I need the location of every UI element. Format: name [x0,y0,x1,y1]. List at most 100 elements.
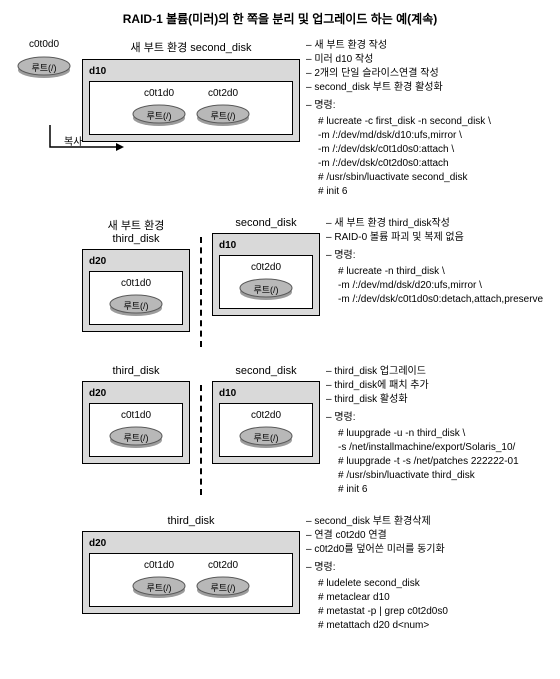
command-line: # /usr/sbin/luactivate third_disk [338,469,550,483]
bullet-item: third_disk 업그레이드 [326,365,550,379]
command-line: # lucreate -c first_disk -n second_disk … [318,115,550,129]
root-ellipse: 루트(/) [108,424,164,450]
boot-env: third_disk d20 c0t1d0 루트(/) c0t2d0 루트(/) [82,515,300,614]
bullet-list: third_disk 업그레이드third_disk에 패치 추가third_d… [326,365,550,407]
root-ellipse: 루트(/) [131,574,187,600]
disk-label: c0t2d0 [195,88,251,99]
split-divider-icon [200,237,202,347]
copy-label: 복사 [64,133,82,148]
disk-label: c0t1d0 [131,560,187,571]
source-root-label: 루트(/) [16,54,72,80]
command-line: # lucreate -n third_disk \ [338,265,550,279]
env-box: d10 c0t1d0 루트(/) c0t2d0 루트(/) [82,59,300,142]
root-label: 루트(/) [195,102,251,128]
section: third_disk d20 c0t1d0 루트(/) c0t2d0 루트(/) secon… [10,515,550,633]
command-list: # ludelete second_disk# metaclear d10# m… [318,577,550,633]
description-area: second_disk 부트 환경삭제연결 c0t2d0 연결c0t2d0를 덮… [300,515,550,633]
bullet-item: 미러 d10 작성 [306,53,550,67]
bullet-list: 새 부트 환경 작성미러 d10 작성2개의 단일 슬라이스연결 작성secon… [306,39,550,95]
diagram-area: third_diskd20c0t1d0루트(/)second_diskd10c0… [10,365,320,495]
command-label: 명령: [306,561,550,575]
env-wrap: 새 부트 환경 second_diskd10c0t1d0루트(/)c0t2d0루… [82,39,300,142]
inner-box: c0t1d0 루트(/) c0t2d0 루트(/) [89,81,293,135]
root-label: 루트(/) [108,292,164,318]
env-wrap: third_disk d20 c0t1d0 루트(/) c0t2d0 루트(/) [82,515,300,614]
boot-env: second_diskd10c0t2d0루트(/) [212,365,320,464]
root-ellipse: 루트(/) [108,292,164,318]
bullet-item: 2개의 단일 슬라이스연결 작성 [306,67,550,81]
command-line: -m /:/dev/dsk/c0t2d0s0:attach [318,157,550,171]
volume-label: d20 [89,256,183,267]
diagram-area: 새 부트 환경 third_disk d20 c0t1d0 루트(/) second_d… [10,217,320,347]
description-area: 새 부트 환경 third_disk작성RAID-0 볼륨 파괴 및 복제 없음… [320,217,550,307]
disk-block: c0t1d0 루트(/) [131,560,187,600]
root-label: 루트(/) [108,424,164,450]
env-title: second_disk [212,217,320,229]
disk-label: c0t2d0 [195,560,251,571]
command-line: -m /:/dev/md/dsk/d20:ufs,mirror \ [338,279,550,293]
disk-label: c0t1d0 [108,278,164,289]
env-title: 새 부트 환경 third_disk [82,217,190,245]
bullet-item: 새 부트 환경 third_disk작성 [326,217,550,231]
command-line: # luupgrade -t -s /net/patches 222222-01 [338,455,550,469]
command-line: -m /:/dev/dsk/c0t1d0s0:attach \ [318,143,550,157]
env-title: third_disk [82,515,300,527]
command-line: # metaclear d10 [318,591,550,605]
diagram-area: third_disk d20 c0t1d0 루트(/) c0t2d0 루트(/) [10,515,300,614]
root-label: 루트(/) [195,574,251,600]
bullet-list: 새 부트 환경 third_disk작성RAID-0 볼륨 파괴 및 복제 없음 [326,217,550,245]
root-ellipse: 루트(/) [238,276,294,302]
command-line: # luupgrade -u -n third_disk \ [338,427,550,441]
boot-env: 새 부트 환경 third_disk d20 c0t1d0 루트(/) [82,217,190,332]
volume-label: d10 [89,66,293,77]
bullet-item: c0t2d0를 덮어쓴 미러를 동기화 [306,543,550,557]
root-ellipse: 루트(/) [195,102,251,128]
bullet-item: 새 부트 환경 작성 [306,39,550,53]
env-box: d20 c0t1d0 루트(/) [82,249,190,332]
env-box: d10c0t2d0루트(/) [212,381,320,464]
disk-block: c0t2d0 루트(/) [238,262,294,302]
disk-label: c0t2d0 [238,410,294,421]
bullet-item: second_disk 부트 환경삭제 [306,515,550,529]
split-divider-icon [200,385,202,495]
disk-block: c0t1d0 루트(/) [131,88,187,128]
root-ellipse: 루트(/) [195,574,251,600]
volume-label: d20 [89,538,293,549]
bullet-item: third_disk 활성화 [326,393,550,407]
command-line: -s /net/installmachine/export/Solaris_10… [338,441,550,455]
disk-label: c0t1d0 [131,88,187,99]
bullet-item: second_disk 부트 환경 활성화 [306,81,550,95]
root-label: 루트(/) [131,102,187,128]
disk-block: c0t1d0루트(/) [108,410,164,450]
env-title: third_disk [82,365,190,377]
inner-box: c0t1d0루트(/) [89,403,183,457]
page-title: RAID-1 볼륨(미러)의 한 쪽을 분리 및 업그레이드 하는 예(계속) [10,10,550,27]
command-line: -m /:/dev/dsk/c0t1d0s0:detach,attach,pre… [338,293,550,307]
boot-env: 새 부트 환경 second_diskd10c0t1d0루트(/)c0t2d0루… [82,39,300,142]
root-ellipse: 루트(/) [238,424,294,450]
env-box: d20c0t1d0루트(/) [82,381,190,464]
command-list: # luupgrade -u -n third_disk \-s /net/in… [338,427,550,497]
root-label: 루트(/) [238,276,294,302]
volume-label: d10 [219,240,313,251]
root-ellipse: 루트(/) [131,102,187,128]
boot-env: third_disk d20c0t1d0루트(/) [82,365,190,464]
root-label: 루트(/) [131,574,187,600]
env-wrap: 새 부트 환경 third_disk d20 c0t1d0 루트(/) second_d… [82,217,320,347]
env-title: second_disk [212,365,320,377]
command-line: # /usr/sbin/luactivate second_disk [318,171,550,185]
description-area: third_disk 업그레이드third_disk에 패치 추가third_d… [320,365,550,497]
bullet-item: RAID-0 볼륨 파괴 및 복제 없음 [326,231,550,245]
disk-block: c0t2d0 루트(/) [195,88,251,128]
env-box: d20 c0t1d0 루트(/) c0t2d0 루트(/) [82,531,300,614]
disk-block: c0t1d0 루트(/) [108,278,164,318]
source-root-ellipse: 루트(/) [16,54,72,80]
bullet-list: second_disk 부트 환경삭제연결 c0t2d0 연결c0t2d0를 덮… [306,515,550,557]
disk-label: c0t2d0 [238,262,294,273]
inner-box: c0t2d0 루트(/) [219,403,313,457]
bullet-item: 연결 c0t2d0 연결 [306,529,550,543]
disk-block: c0t2d0 루트(/) [195,560,251,600]
description-area: 새 부트 환경 작성미러 d10 작성2개의 단일 슬라이스연결 작성secon… [300,39,550,199]
command-line: -m /:/dev/md/dsk/d10:ufs,mirror \ [318,129,550,143]
section: 복사c0t0d0루트(/)새 부트 환경 second_diskd10c0t1d… [10,39,550,199]
